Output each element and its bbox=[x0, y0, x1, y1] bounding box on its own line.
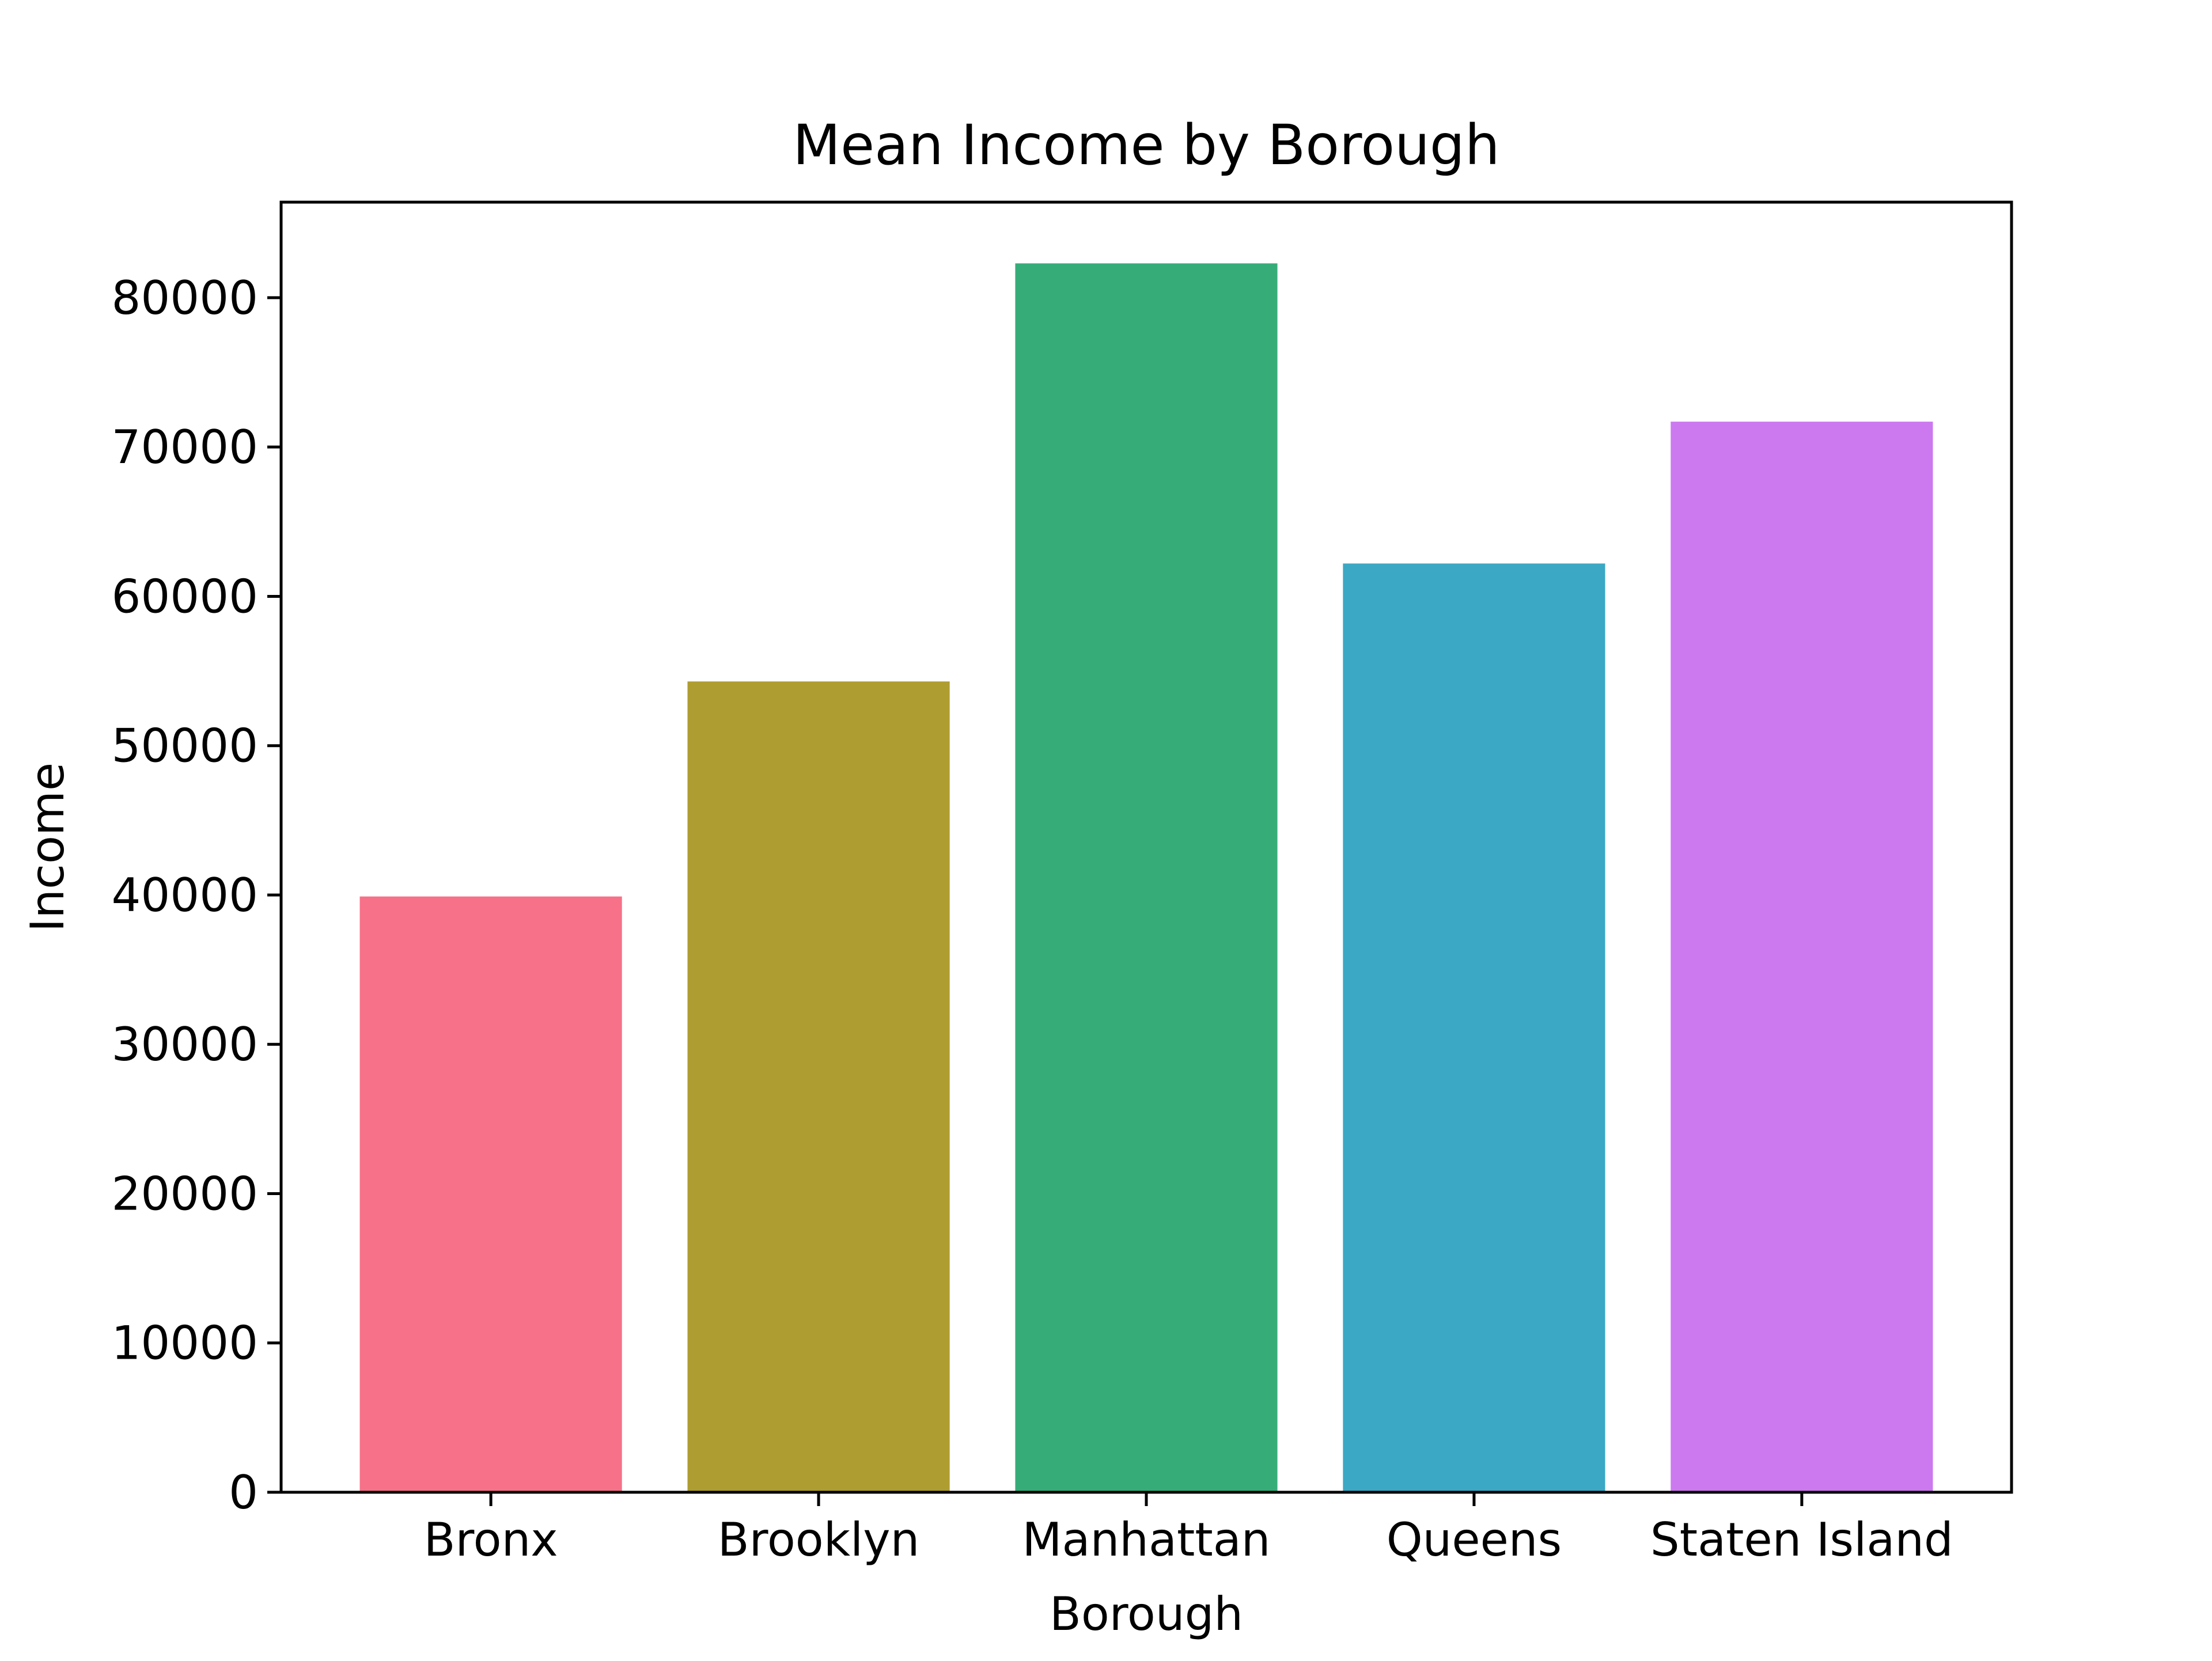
x-tick-label: Manhattan bbox=[1022, 1513, 1271, 1567]
bar-manhattan bbox=[1015, 263, 1278, 1492]
y-tick-label: 10000 bbox=[112, 1317, 259, 1370]
plot-frame bbox=[279, 200, 2013, 1494]
bar-staten-island bbox=[1671, 422, 1933, 1492]
bar-brooklyn bbox=[687, 681, 950, 1492]
y-tick-label: 40000 bbox=[112, 869, 259, 922]
x-axis: Bronx Brooklyn Manhattan Queens Staten Islan… bbox=[424, 1492, 1953, 1567]
x-axis-label: Borough bbox=[1050, 1587, 1243, 1641]
x-tick-label: Staten Island bbox=[1650, 1513, 1953, 1567]
y-tick-label: 20000 bbox=[112, 1167, 259, 1220]
chart-title: Mean Income by Borough bbox=[793, 113, 1499, 177]
x-tick-label: Queens bbox=[1387, 1513, 1562, 1567]
bars-layer bbox=[359, 263, 1933, 1492]
y-tick-label: 80000 bbox=[112, 271, 259, 325]
y-tick-label: 60000 bbox=[112, 570, 259, 623]
y-tick-label: 50000 bbox=[112, 719, 259, 773]
y-axis-label: Income bbox=[21, 763, 74, 932]
y-tick-label: 30000 bbox=[112, 1018, 259, 1071]
bar-queens bbox=[1343, 563, 1605, 1492]
y-tick-label: 0 bbox=[229, 1466, 258, 1519]
y-tick-label: 70000 bbox=[112, 420, 259, 474]
x-tick-label: Bronx bbox=[424, 1513, 558, 1567]
bar-bronx bbox=[359, 896, 622, 1492]
y-axis: 0 10000 20000 30000 40000 50000 60000 70000 8000… bbox=[112, 271, 281, 1519]
x-tick-label: Brooklyn bbox=[718, 1513, 920, 1567]
